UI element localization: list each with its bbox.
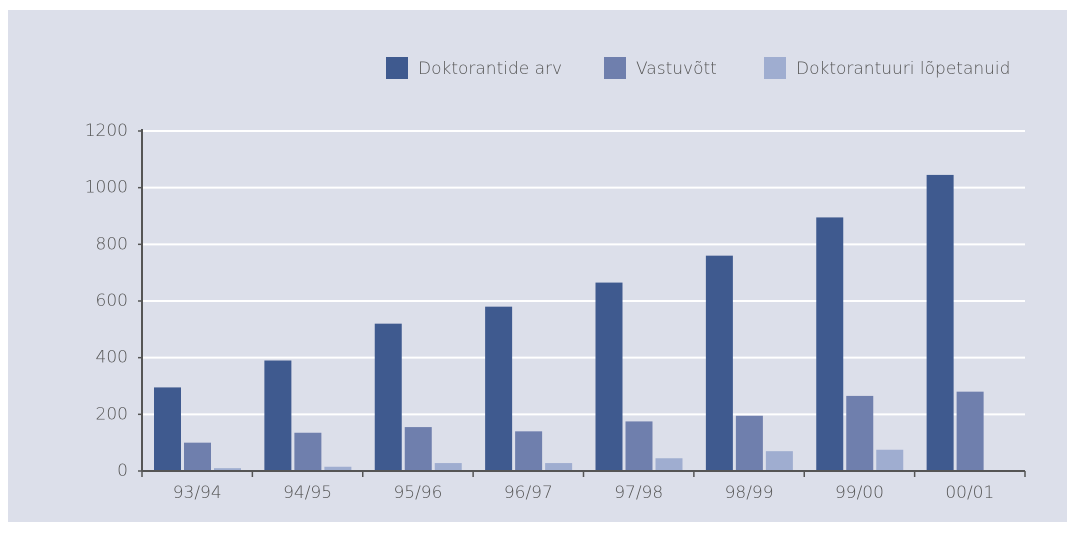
bar <box>515 431 543 471</box>
legend-label: Vastuvõtt <box>636 59 717 79</box>
legend-swatch <box>764 57 786 79</box>
y-tick-label: 400 <box>96 348 128 368</box>
y-tick-label: 800 <box>96 234 128 254</box>
legend-swatch <box>386 57 408 79</box>
bar <box>876 449 904 471</box>
y-tick-label: 1200 <box>85 121 128 141</box>
legend-swatch <box>604 57 626 79</box>
bar <box>404 427 432 471</box>
y-tick-label: 1000 <box>85 178 128 198</box>
x-tick-label: 99/00 <box>835 483 884 503</box>
bar <box>956 391 984 471</box>
bar <box>655 458 683 471</box>
bar <box>214 468 241 471</box>
y-tick-label: 600 <box>96 291 128 311</box>
x-tick-label: 96/97 <box>504 483 553 503</box>
bar <box>705 255 733 471</box>
bar <box>184 442 211 471</box>
bar <box>154 387 181 471</box>
bar <box>434 463 462 471</box>
bar <box>765 451 793 471</box>
bar <box>264 360 292 471</box>
bar <box>625 421 653 471</box>
bar <box>545 463 573 471</box>
bar <box>816 217 844 471</box>
bar <box>374 323 402 471</box>
bar <box>595 282 623 471</box>
bar <box>485 306 513 471</box>
x-tick-label: 97/98 <box>614 483 663 503</box>
x-tick-label: 00/01 <box>945 483 994 503</box>
bar <box>846 395 874 471</box>
x-tick-label: 98/99 <box>725 483 774 503</box>
bar <box>324 466 352 471</box>
legend-label: Doktorantide arv <box>418 59 562 79</box>
y-tick-label: 0 <box>117 461 128 481</box>
bar <box>294 432 322 471</box>
bar <box>735 415 763 471</box>
x-tick-label: 95/96 <box>393 483 442 503</box>
x-tick-label: 93/94 <box>173 483 222 503</box>
y-tick-label: 200 <box>96 404 128 424</box>
legend-label: Doktorantuuri lõpetanuid <box>796 59 1010 79</box>
x-tick-label: 94/95 <box>283 483 332 503</box>
bar <box>926 174 954 471</box>
